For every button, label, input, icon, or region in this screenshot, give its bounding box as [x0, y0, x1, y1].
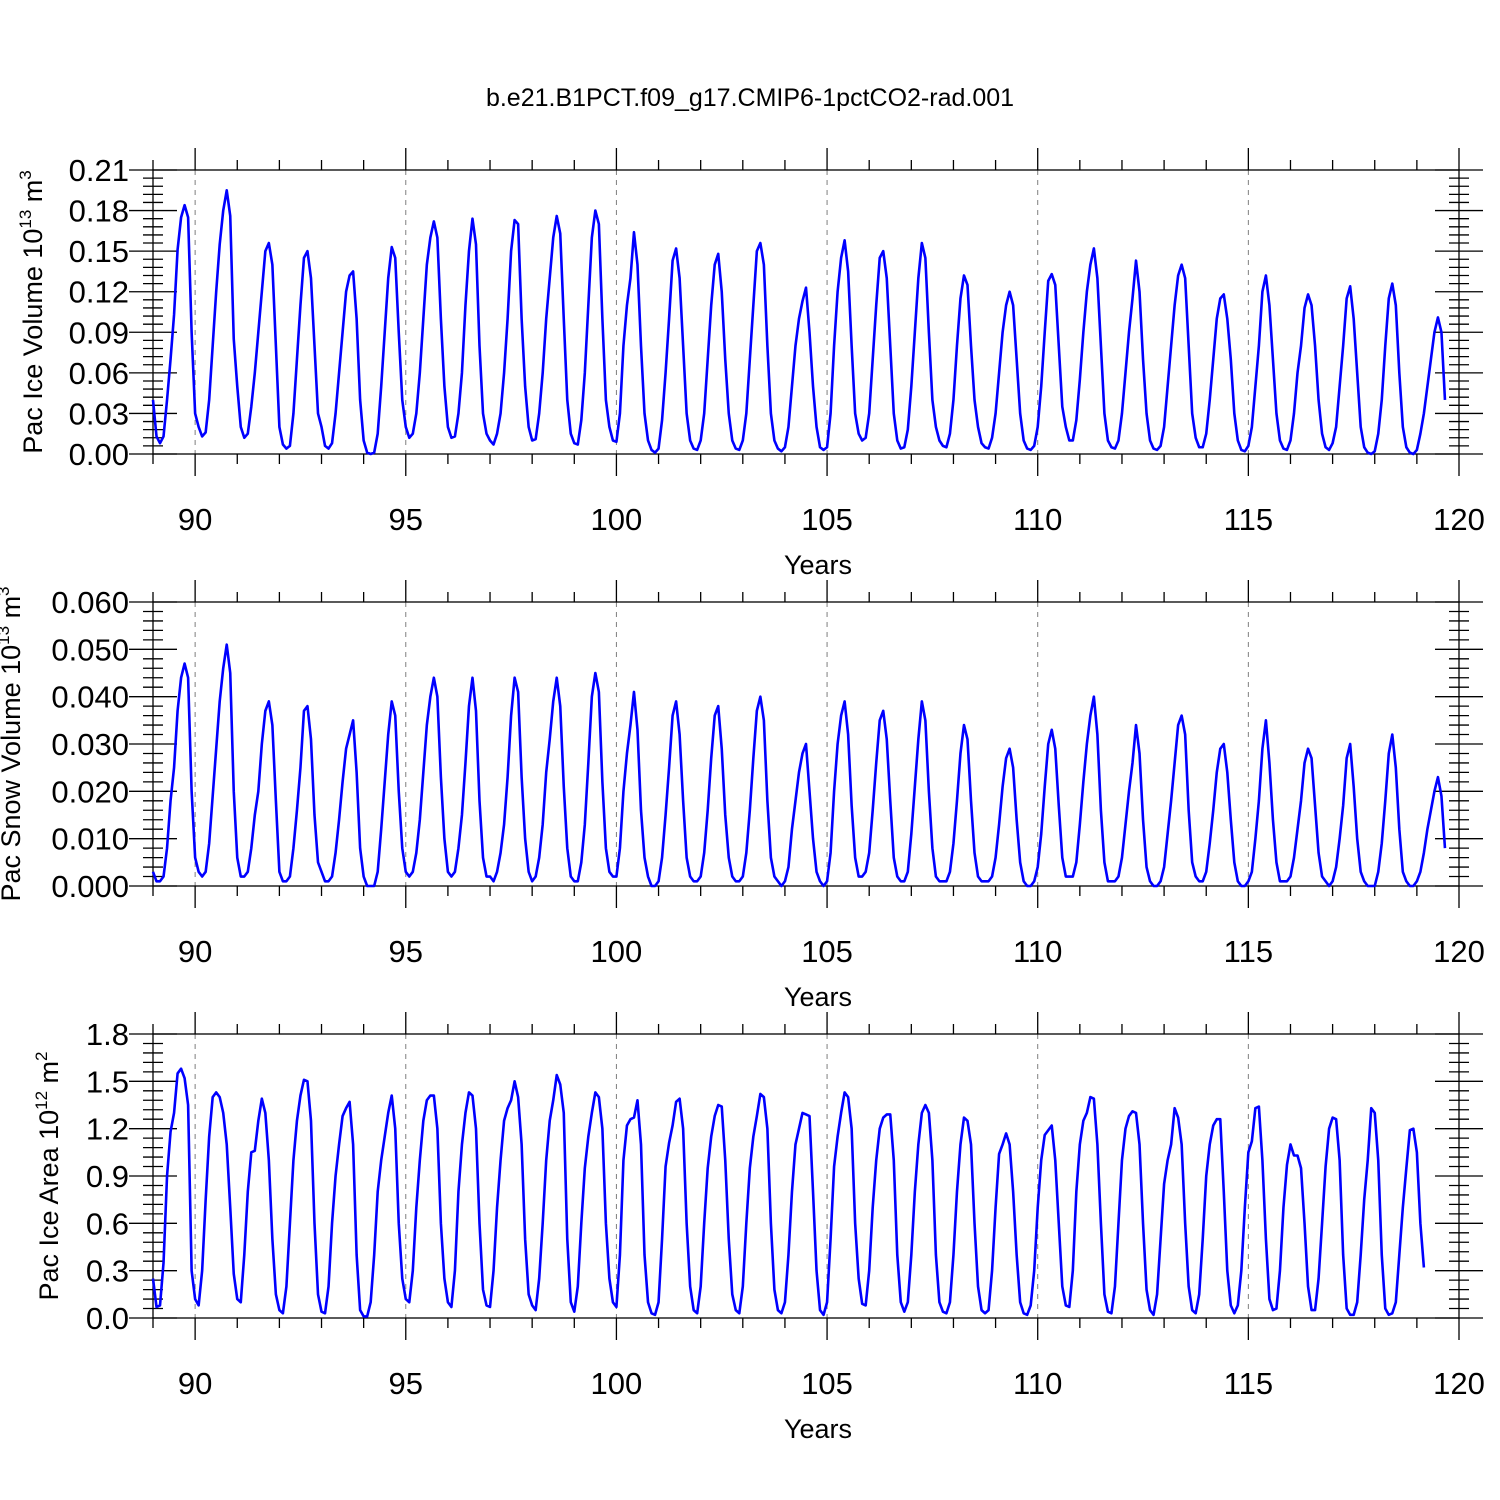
- series-line: [151, 188, 1447, 456]
- series-line: [151, 1067, 1426, 1318]
- y-tick-label: 0.3: [86, 1254, 129, 1289]
- chart-title: b.e21.B1PCT.f09_g17.CMIP6-1pctCO2-rad.00…: [486, 84, 1014, 112]
- x-tick-label: 100: [591, 1366, 643, 1401]
- series-line: [151, 643, 1447, 888]
- x-tick-label: 110: [1013, 502, 1062, 537]
- y-axis-label: Pac Ice Area 1012 m2: [32, 1051, 64, 1300]
- x-tick-label: 105: [801, 1366, 853, 1401]
- y-tick-label: 0.6: [86, 1206, 129, 1241]
- y-tick-label: 0.18: [69, 194, 129, 229]
- chart-panel-2: 90 95 100 105 110 115 120 0.000 0.010 0.020 0.030 0…: [0, 580, 1485, 1012]
- x-tick-label: 110: [1013, 1366, 1062, 1401]
- y-tick-label: 1.2: [86, 1112, 129, 1147]
- y-tick-label: 0.020: [51, 774, 129, 809]
- y-tick-label: 1.5: [86, 1064, 129, 1099]
- y-tick-label: 0.03: [69, 396, 129, 431]
- plot-frame: [152, 169, 1460, 455]
- x-tick-label: 120: [1433, 934, 1485, 969]
- y-axis-label: Pac Ice Volume 1013 m3: [16, 170, 48, 454]
- y-tick-label: 0.21: [69, 153, 129, 188]
- x-tick-label: 95: [389, 1366, 423, 1401]
- x-tick-label: 105: [801, 934, 853, 969]
- y-tick-label: 0.00: [69, 437, 129, 472]
- y-tick-label: 0.06: [69, 356, 129, 391]
- x-tick-label: 115: [1224, 934, 1273, 969]
- y-tick-label: 0.030: [51, 727, 129, 762]
- y-tick-label: 0.060: [51, 585, 129, 620]
- x-tick-label: 100: [591, 934, 643, 969]
- y-tick-label: 0.050: [51, 632, 129, 667]
- chart-panel-3: 90 95 100 105 110 115 120 0.0 0.3 0.6 0.9 1.2 1.5 1.8…: [32, 1012, 1485, 1444]
- x-tick-label: 105: [801, 502, 853, 537]
- x-tick-label: 120: [1433, 502, 1485, 537]
- x-tick-label: 100: [591, 502, 643, 537]
- x-tick-label: 90: [178, 1366, 212, 1401]
- y-tick-label: 0.15: [69, 234, 129, 269]
- y-tick-label: 0.12: [69, 275, 129, 310]
- x-tick-label: 90: [178, 934, 212, 969]
- x-tick-label: 95: [389, 502, 423, 537]
- plot-frame: [152, 601, 1460, 887]
- chart-panels: 90 95 100 105 110 115 120 0.00 0.03 0.06 0.09 0.12 0…: [0, 148, 1485, 1444]
- x-axis-label: Years: [784, 550, 852, 580]
- y-tick-label: 0.9: [86, 1159, 129, 1194]
- y-tick-label: 0.000: [51, 869, 129, 904]
- x-tick-label: 115: [1224, 1366, 1273, 1401]
- y-tick-label: 0.0: [86, 1301, 129, 1336]
- x-tick-label: 90: [178, 502, 212, 537]
- x-tick-label: 120: [1433, 1366, 1485, 1401]
- y-tick-label: 0.010: [51, 822, 129, 857]
- x-tick-label: 110: [1013, 934, 1062, 969]
- y-tick-label: 0.09: [69, 315, 129, 350]
- y-axis-label: Pac Snow Volume 1013 m3: [0, 586, 26, 901]
- x-axis-label: Years: [784, 1414, 852, 1444]
- x-tick-label: 115: [1224, 502, 1273, 537]
- x-tick-label: 95: [389, 934, 423, 969]
- plot-frame: [152, 1033, 1460, 1319]
- chart-panel-1: 90 95 100 105 110 115 120 0.00 0.03 0.06 0.09 0.12 0…: [16, 148, 1485, 580]
- y-tick-label: 1.8: [86, 1017, 129, 1052]
- y-tick-label: 0.040: [51, 680, 129, 715]
- x-axis-label: Years: [784, 982, 852, 1012]
